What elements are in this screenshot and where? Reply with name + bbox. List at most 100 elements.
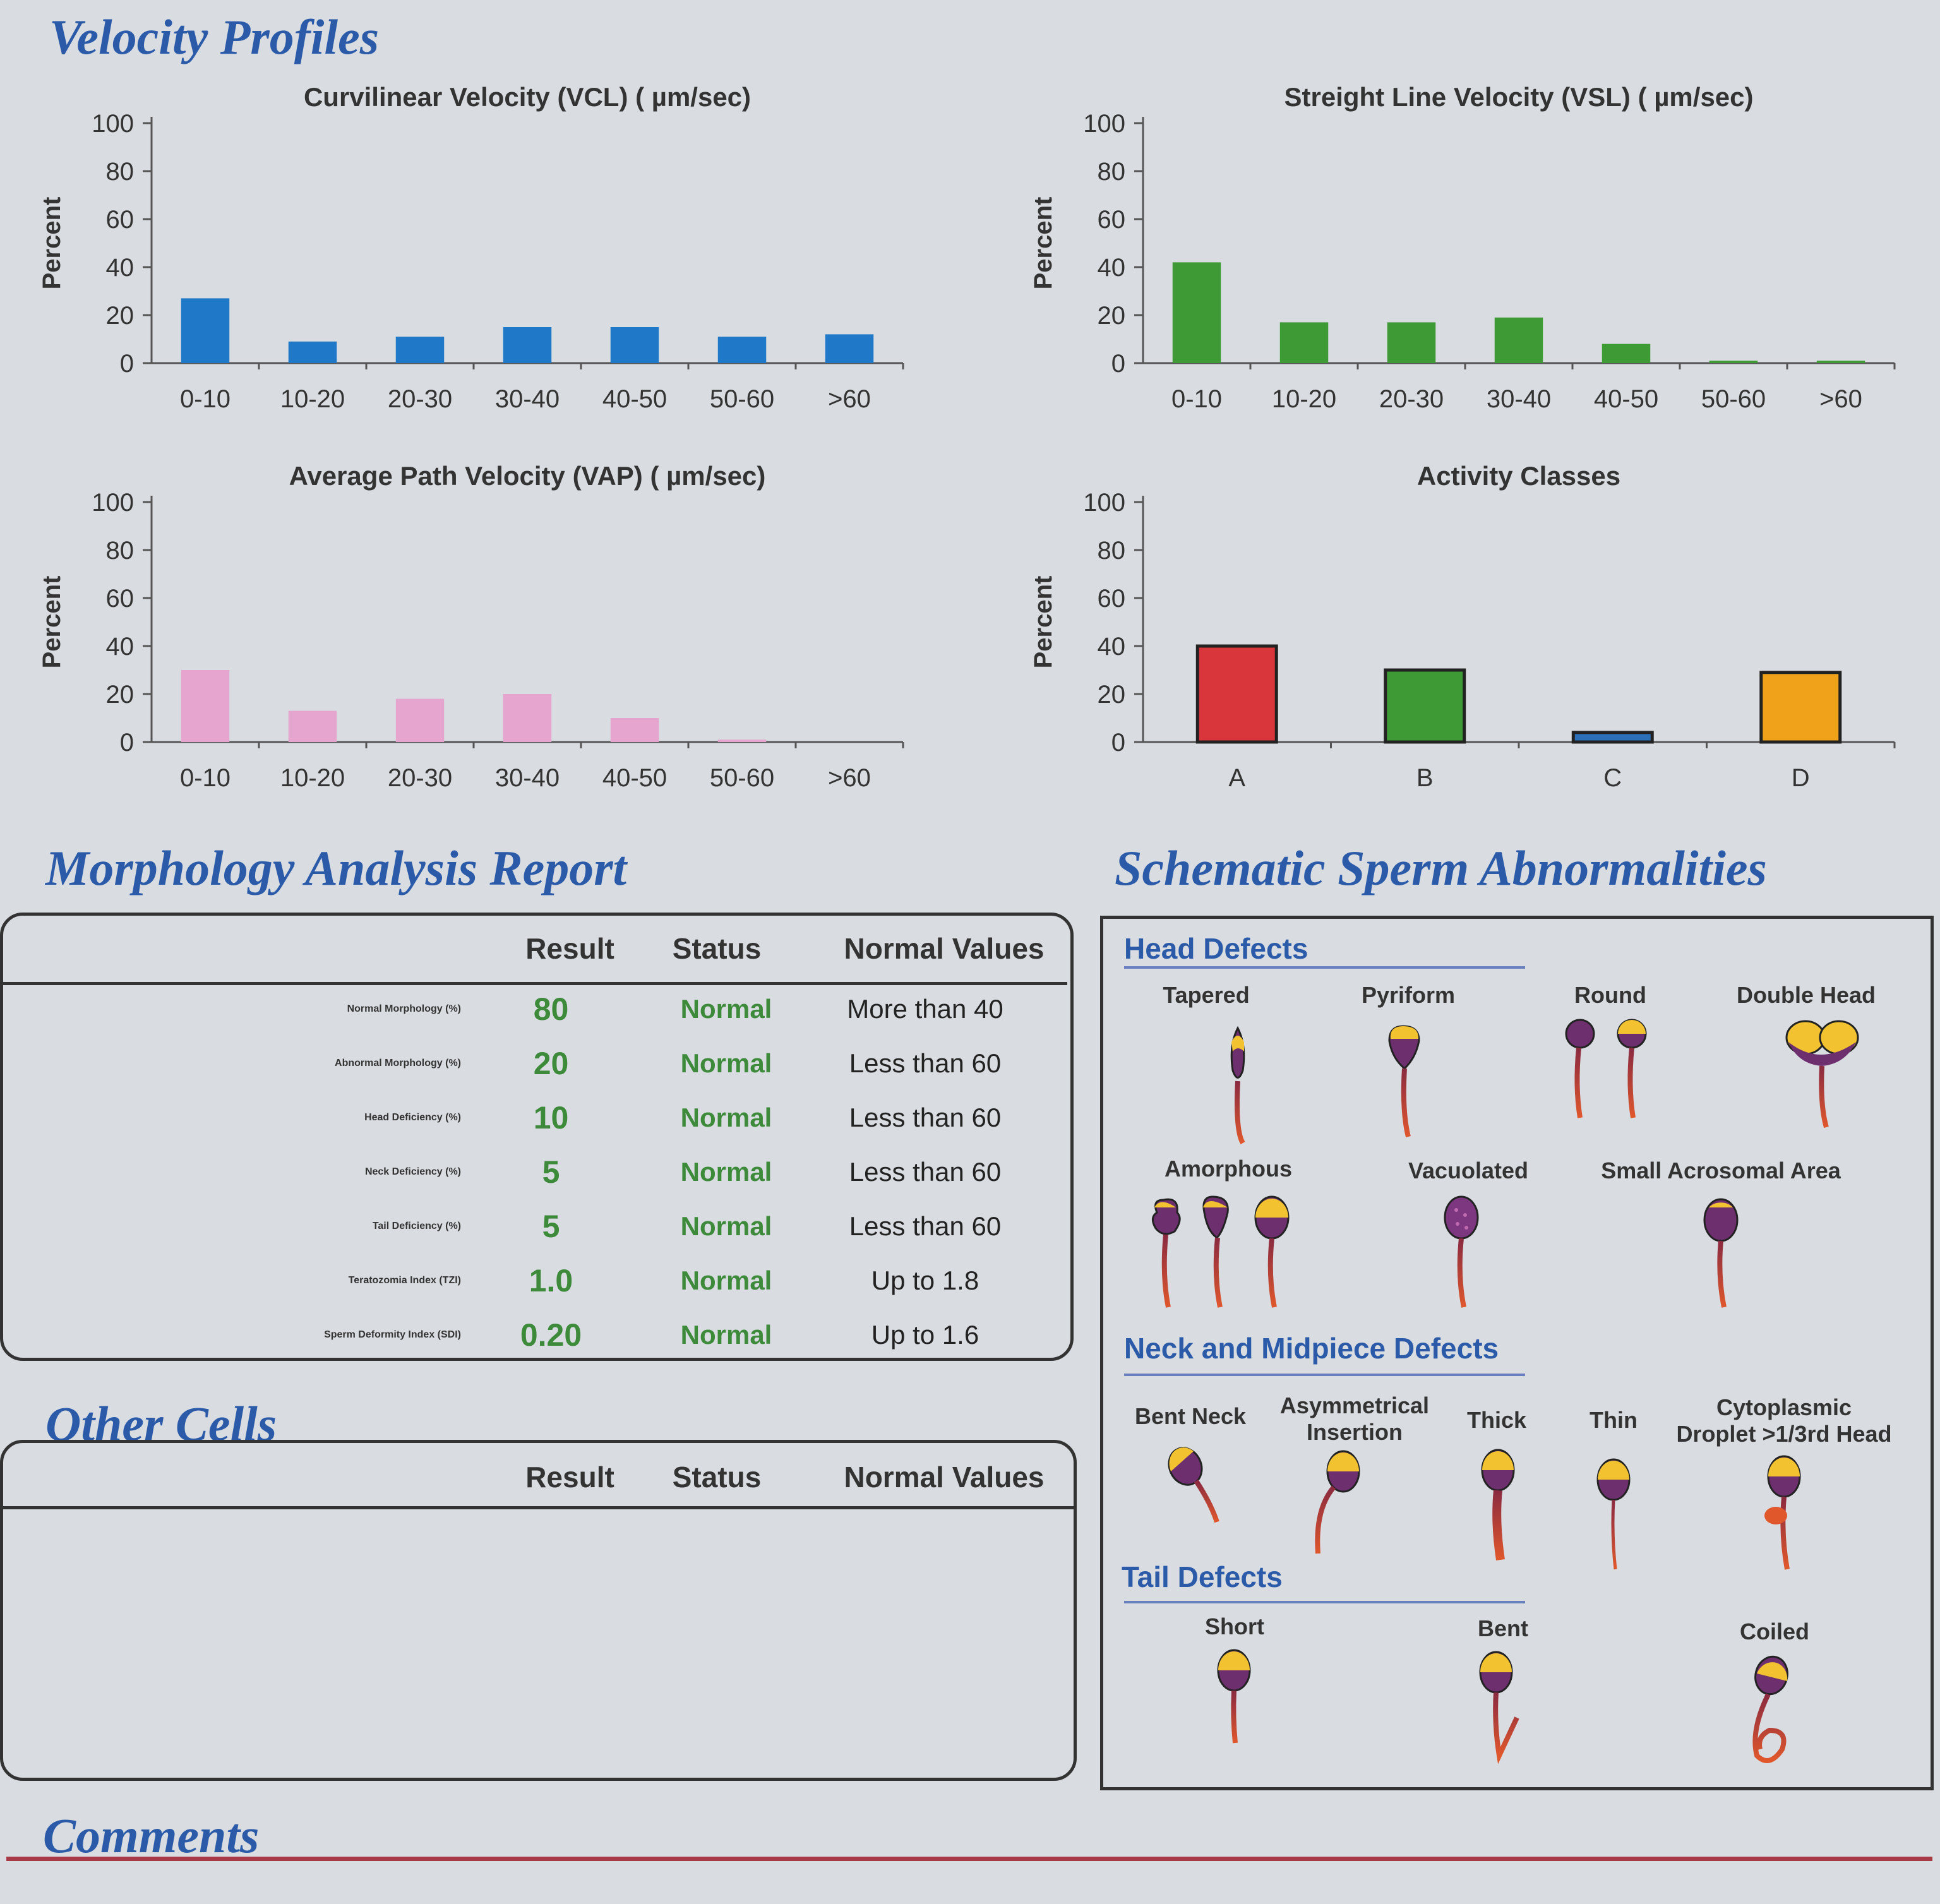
x-tick-label: 20-30 (388, 385, 452, 413)
bar-50-60 (1709, 361, 1758, 363)
morph-result: 0.20 (520, 1317, 582, 1353)
comments-rule (6, 1857, 1932, 1861)
bar->60 (825, 334, 874, 363)
other-header-result: Result (525, 1461, 614, 1494)
bar-10-20 (288, 710, 337, 742)
morphology-rows: Normal Morphology (%) 80 Normal More than 4… (0, 982, 1067, 1362)
y-tick-label: 80 (106, 537, 135, 565)
bar-50-60 (717, 739, 767, 742)
x-tick-label: 10-20 (280, 385, 345, 413)
y-tick-label: 20 (106, 681, 135, 709)
morphology-row: Teratozomia Index (TZI) 1.0 Normal Up to 1.… (0, 1254, 1067, 1308)
other-header-normal: Normal Values (844, 1461, 1045, 1494)
bar-10-20 (1279, 322, 1329, 363)
y-tick-label: 80 (1098, 537, 1126, 565)
morphology-row: Neck Deficiency (%) 5 Normal Less than 60 (0, 1145, 1067, 1199)
morph-result: 80 (533, 991, 569, 1027)
x-tick-label: 40-50 (1594, 385, 1658, 413)
x-tick-label: 50-60 (1701, 385, 1766, 413)
morph-normal: Less than 60 (849, 1103, 1002, 1132)
bar-40-50 (1602, 344, 1651, 363)
y-tick-label: 80 (106, 158, 135, 186)
x-tick-label: 10-20 (1272, 385, 1336, 413)
morph-label: Sperm Deformity Index (SDI) (324, 1329, 461, 1340)
x-tick-label: 50-60 (710, 764, 774, 792)
bent-tail-sperm-icon (1479, 1651, 1519, 1764)
morph-status: Normal (680, 1103, 772, 1132)
x-tick-label: 20-30 (388, 764, 452, 792)
bar->60 (1816, 361, 1865, 363)
chart-title: Streight Line Velocity (VSL) ( µm/sec) (1284, 82, 1753, 112)
chart-ylabel: Percent (38, 576, 66, 669)
morphology-table (0, 913, 1074, 1361)
y-tick-label: 60 (106, 206, 135, 234)
schematic-title: Schematic Sperm Abnormalities (1115, 841, 1767, 895)
head-defects-title: Head Defects (1124, 932, 1308, 965)
label-thin: Thin (1590, 1407, 1638, 1433)
round-sperm-icon (1565, 1019, 1647, 1118)
other-header-status: Status (672, 1461, 762, 1494)
label-double-head: Double Head (1736, 982, 1876, 1008)
morph-normal: Up to 1.6 (871, 1320, 979, 1350)
x-tick-label: A (1228, 764, 1245, 792)
x-tick-label: >60 (828, 764, 871, 792)
bent-neck-sperm-icon (1168, 1447, 1219, 1523)
morphology-row: Head Deficiency (%) 10 Normal Less than 60 (0, 1091, 1067, 1145)
morph-normal: Less than 60 (849, 1048, 1002, 1078)
label-vacuolated: Vacuolated (1408, 1158, 1529, 1183)
label-short: Short (1205, 1614, 1264, 1639)
thick-midpiece-sperm-icon (1481, 1449, 1515, 1561)
label-asymmetrical-insertion: Asymmetrical Insertion (1279, 1392, 1430, 1445)
y-tick-label: 100 (92, 489, 134, 517)
morph-header-result: Result (525, 932, 614, 965)
label-bent-neck: Bent Neck (1134, 1403, 1247, 1429)
bar-20-30 (395, 698, 445, 742)
x-tick-label: 30-40 (495, 764, 560, 792)
y-tick-label: 0 (120, 729, 134, 757)
morph-status: Normal (680, 1048, 772, 1078)
bar-20-30 (395, 337, 445, 363)
double-head-sperm-icon (1785, 1020, 1859, 1129)
other-cells-table (0, 1440, 1077, 1781)
x-tick-label: B (1416, 764, 1434, 792)
label-cytoplasmic-droplet: Cytoplasmic Droplet >1/3rd Head (1676, 1394, 1892, 1447)
coiled-tail-sperm-icon (1752, 1655, 1788, 1763)
tapered-sperm-icon (1230, 1026, 1245, 1145)
morph-normal: Less than 60 (849, 1157, 1002, 1187)
chart-title: Average Path Velocity (VAP) ( µm/sec) (289, 461, 766, 491)
morph-label: Normal Morphology (%) (347, 1003, 461, 1014)
bar-40-50 (610, 718, 659, 742)
x-tick-label: 40-50 (602, 385, 667, 413)
x-tick-label: 0-10 (180, 764, 231, 792)
morph-normal: Up to 1.8 (871, 1266, 979, 1295)
morph-normal: More than 40 (847, 994, 1003, 1024)
velocity-profiles-title: Velocity Profiles (49, 9, 380, 64)
x-tick-label: 30-40 (1487, 385, 1551, 413)
y-tick-label: 100 (1083, 489, 1125, 517)
label-bent: Bent (1478, 1615, 1528, 1641)
morph-result: 5 (542, 1209, 560, 1244)
activity-classes-chart: Activity Classes Percent 0 20 40 60 80 100 A B C D (1029, 461, 1896, 792)
morph-status: Normal (680, 1157, 772, 1187)
bar-B (1384, 668, 1466, 744)
x-tick-label: >60 (1819, 385, 1862, 413)
bar-C (1571, 731, 1654, 744)
bar-0-10 (1172, 262, 1221, 363)
bar-A (1195, 644, 1278, 744)
morph-normal: Less than 60 (849, 1211, 1002, 1241)
x-tick-label: >60 (828, 385, 871, 413)
morph-label: Tail Deficiency (%) (372, 1221, 461, 1231)
y-tick-label: 60 (1098, 585, 1126, 613)
vcl-chart: Curvilinear Velocity (VCL) ( µm/sec) Perc… (38, 82, 904, 413)
chart-ylabel: Percent (38, 197, 66, 290)
x-tick-label: 40-50 (602, 764, 667, 792)
morph-result: 20 (533, 1046, 569, 1081)
tail-defects-title: Tail Defects (1122, 1560, 1283, 1593)
y-tick-label: 0 (1111, 350, 1125, 378)
bar-D (1759, 671, 1842, 744)
bar-30-40 (503, 694, 552, 742)
x-tick-label: 10-20 (280, 764, 345, 792)
x-tick-label: 20-30 (1379, 385, 1444, 413)
label-tapered: Tapered (1163, 982, 1250, 1008)
morph-result: 1.0 (529, 1263, 573, 1298)
